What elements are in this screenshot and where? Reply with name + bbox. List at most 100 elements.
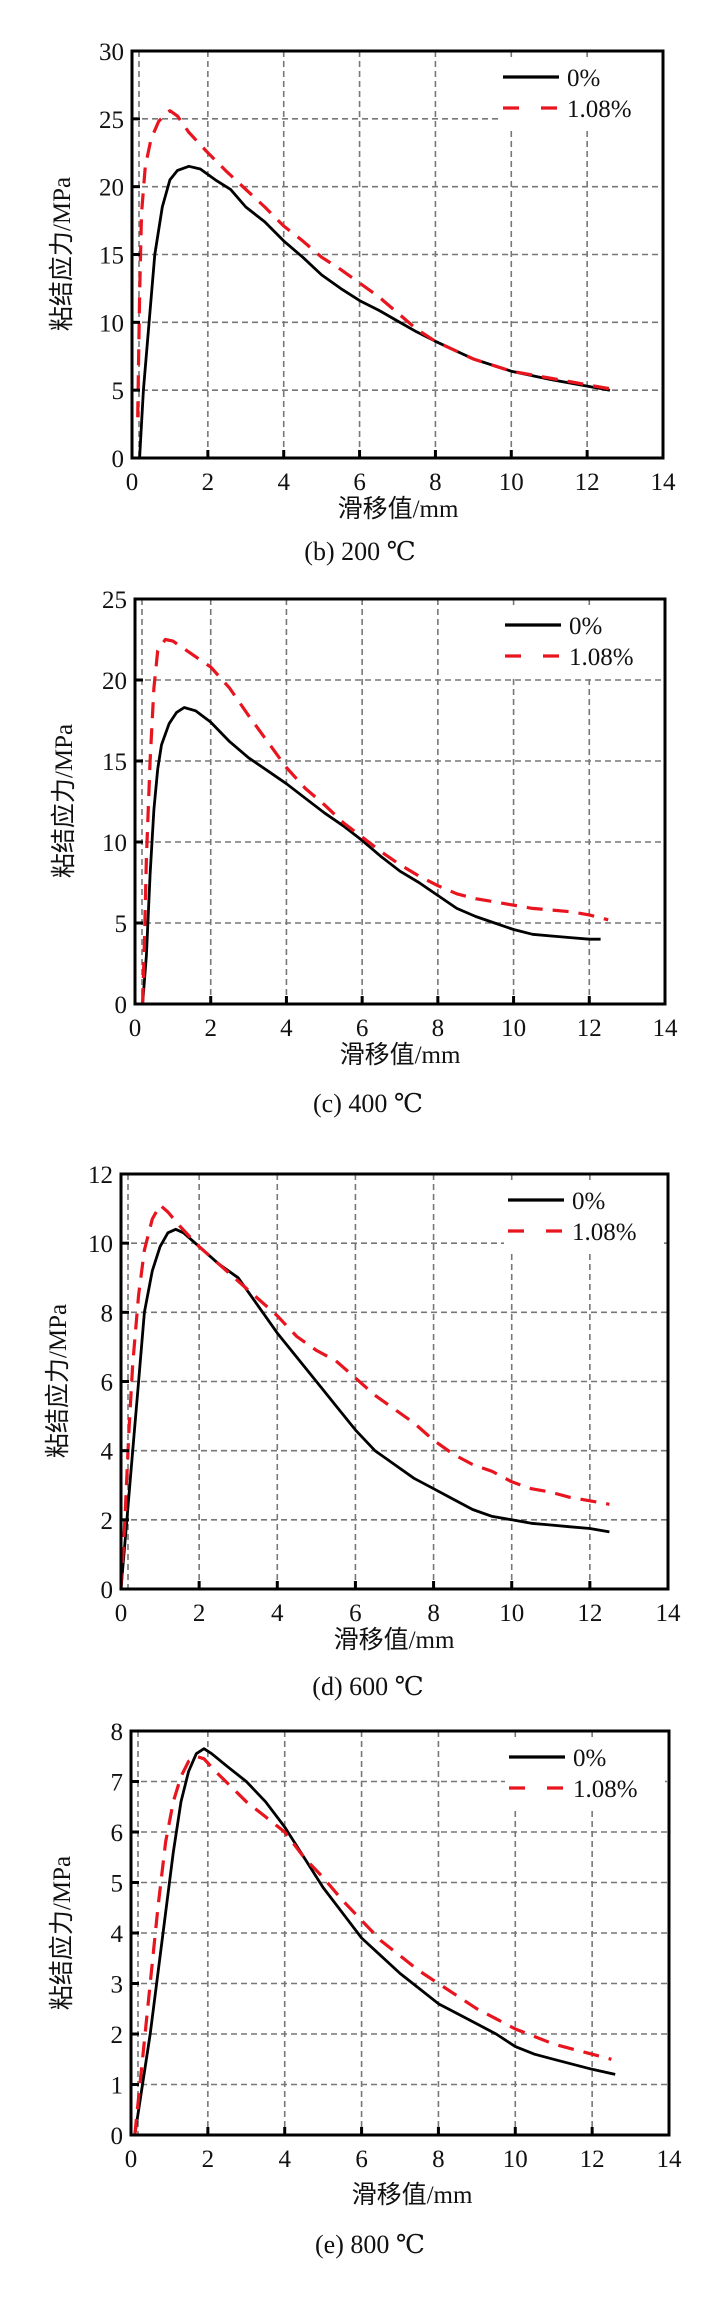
series-line-fiber — [136, 109, 611, 418]
y-tick-label: 7 — [111, 1770, 124, 1797]
chart-caption: (e) 800 ℃ — [315, 2230, 425, 2259]
y-axis-label: 粘结应力/MPa — [48, 1856, 76, 2010]
x-tick-label: 12 — [577, 1015, 602, 1042]
y-tick-label: 6 — [111, 1820, 124, 1847]
x-tick-label: 10 — [499, 1600, 524, 1627]
x-tick-label: 0 — [129, 1015, 142, 1042]
chart-panel-b: 粘结应力/MPa 滑移值/mm (b) 200 ℃ 0 2 4 6 8 10 12 14 0 5 1… — [48, 39, 676, 566]
x-tick-label: 6 — [356, 1015, 369, 1042]
series-line-plain — [138, 164, 611, 459]
x-tick-label: 8 — [427, 1600, 440, 1627]
series-line-plain — [141, 706, 601, 1005]
y-tick-label: 10 — [88, 1231, 113, 1258]
y-axis-label: 粘结应力/MPa — [44, 1304, 72, 1458]
x-tick-label: 12 — [575, 469, 600, 496]
y-axis-label: 粘结应力/MPa — [48, 177, 76, 331]
y-tick-label: 3 — [111, 1972, 124, 1999]
x-tick-label: 12 — [577, 1600, 602, 1627]
legend-label: 0% — [572, 1188, 605, 1215]
x-axis-label: 滑移值/mm — [338, 495, 459, 523]
y-tick-label: 0 — [115, 992, 128, 1019]
x-tick-label: 0 — [115, 1600, 128, 1627]
x-tick-label: 2 — [202, 2146, 215, 2173]
y-tick-label: 6 — [101, 1370, 114, 1397]
x-tick-label: 6 — [349, 1600, 362, 1627]
y-tick-label: 4 — [111, 1921, 124, 1948]
legend-label: 0% — [573, 1745, 606, 1772]
legend-label: 0% — [569, 613, 602, 640]
y-tick-label: 25 — [102, 587, 127, 614]
x-tick-label: 14 — [651, 469, 677, 496]
y-tick-label: 8 — [101, 1300, 114, 1327]
y-tick-label: 0 — [111, 2123, 124, 2150]
series-line-plain — [133, 1747, 616, 2136]
x-tick-label: 14 — [653, 1015, 679, 1042]
y-tick-label: 0 — [112, 446, 125, 473]
plot-frame — [133, 597, 667, 1006]
legend-label: 1.08% — [572, 1219, 637, 1246]
y-tick-label: 2 — [101, 1508, 114, 1535]
y-tick-label: 5 — [111, 1871, 124, 1898]
x-tick-label: 0 — [126, 469, 139, 496]
series-line-fiber — [141, 637, 609, 1005]
x-axis-label: 滑移值/mm — [340, 1041, 461, 1069]
x-tick-label: 0 — [125, 2146, 138, 2173]
y-tick-label: 4 — [101, 1439, 114, 1466]
x-tick-label: 4 — [271, 1600, 284, 1627]
y-tick-label: 10 — [102, 830, 127, 857]
y-tick-label: 1 — [111, 2073, 124, 2100]
y-tick-label: 10 — [99, 310, 124, 337]
y-tick-label: 15 — [99, 243, 124, 270]
x-tick-label: 2 — [204, 1015, 217, 1042]
x-tick-label: 4 — [280, 1015, 293, 1042]
y-tick-label: 0 — [101, 1577, 114, 1604]
legend-background — [501, 605, 661, 679]
legend-label: 1.08% — [573, 1776, 638, 1803]
x-tick-label: 10 — [499, 469, 524, 496]
x-tick-label: 4 — [278, 2146, 291, 2173]
x-axis-label: 滑移值/mm — [334, 1626, 455, 1654]
x-tick-label: 6 — [355, 2146, 368, 2173]
x-tick-label: 10 — [501, 1015, 526, 1042]
y-tick-label: 20 — [99, 175, 124, 202]
x-tick-label: 12 — [580, 2146, 605, 2173]
y-tick-label: 20 — [102, 668, 127, 695]
chart-panel-c: 粘结应力/MPa 滑移值/mm (c) 400 ℃ 0 2 4 6 8 10 12 14 0 5 1… — [50, 587, 678, 1118]
x-tick-label: 2 — [202, 469, 215, 496]
y-axis-label: 粘结应力/MPa — [50, 724, 78, 878]
y-tick-label: 15 — [102, 749, 127, 776]
legend-label: 1.08% — [569, 644, 634, 671]
chart-caption: (d) 600 ℃ — [312, 1672, 423, 1701]
x-tick-label: 4 — [277, 469, 290, 496]
y-tick-label: 2 — [111, 2022, 124, 2049]
y-tick-label: 30 — [99, 39, 124, 66]
chart-caption: (b) 200 ℃ — [304, 537, 415, 566]
series-line-fiber — [133, 1754, 612, 2136]
legend-background — [504, 1180, 664, 1254]
y-tick-label: 5 — [115, 911, 128, 938]
x-tick-label: 10 — [503, 2146, 528, 2173]
legend-background — [499, 57, 659, 131]
y-tick-label: 5 — [112, 378, 125, 405]
series-line-fiber — [119, 1203, 610, 1590]
x-tick-label: 8 — [432, 2146, 445, 2173]
y-tick-label: 8 — [111, 1719, 124, 1746]
x-tick-label: 8 — [432, 1015, 445, 1042]
legend-label: 0% — [567, 65, 600, 92]
chart-caption: (c) 400 ℃ — [313, 1089, 423, 1118]
x-tick-label: 6 — [353, 469, 366, 496]
y-tick-label: 25 — [99, 107, 124, 134]
legend-label: 1.08% — [567, 96, 632, 123]
series-line-plain — [119, 1227, 610, 1590]
grid — [135, 599, 665, 1004]
chart-panel-d: 粘结应力/MPa 滑移值/mm (d) 600 ℃ 0 2 4 6 8 10 12 14 0 2 4… — [44, 1162, 681, 1701]
legend-background — [505, 1737, 665, 1811]
x-tick-label: 8 — [429, 469, 442, 496]
x-tick-label: 2 — [193, 1600, 206, 1627]
x-tick-label: 14 — [656, 1600, 682, 1627]
x-axis-label: 滑移值/mm — [352, 2181, 473, 2209]
y-tick-label: 12 — [88, 1162, 113, 1189]
chart-panel-e: 粘结应力/MPa 滑移值/mm (e) 800 ℃ 0 2 4 6 8 10 12 14012… — [48, 1719, 682, 2259]
x-tick-label: 14 — [657, 2146, 683, 2173]
